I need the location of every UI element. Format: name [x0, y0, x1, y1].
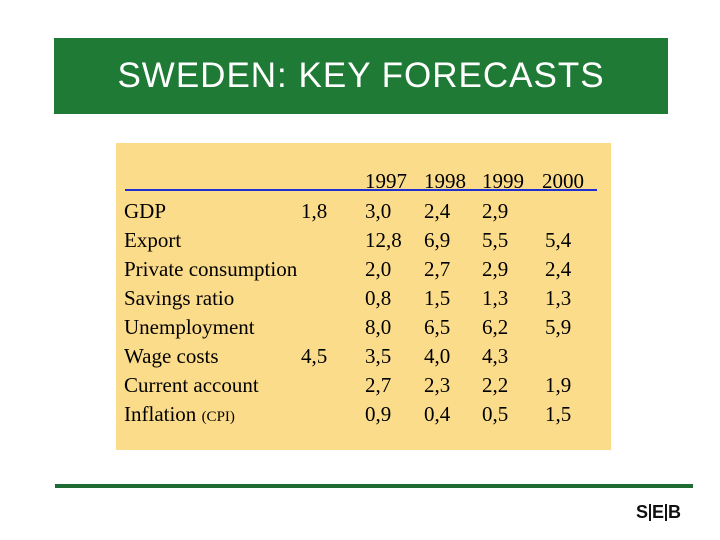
row-label-wage-costs: Wage costs	[124, 344, 219, 368]
logo-letter-b: B	[668, 501, 682, 522]
cell-unemployment-2000: 5,9	[545, 315, 572, 339]
cell-savings-ratio-1997: 0,8	[365, 286, 392, 310]
cell-inflation-1997: 0,9	[365, 402, 392, 426]
logo-divider	[649, 503, 652, 521]
row-label-inflation-qualifier: (CPI)	[201, 409, 235, 425]
cell-unemployment-1999: 6,2	[482, 315, 509, 339]
cell-savings-ratio-2000: 1,3	[545, 286, 572, 310]
forecast-table-panel	[116, 143, 611, 450]
cell-wage-costs-1997: 3,5	[365, 344, 392, 368]
row-label-export: Export	[124, 228, 182, 252]
row-label-unemployment: Unemployment	[124, 315, 255, 339]
page-title: SWEDEN: KEY FORECASTS	[117, 56, 605, 95]
row-extra-gdp: 1,8	[301, 199, 328, 223]
row-label-inflation: Inflation (CPI)	[124, 404, 235, 425]
cell-unemployment-1997: 8,0	[365, 315, 392, 339]
row-label-gdp: GDP	[124, 199, 167, 223]
cell-gdp-1999: 2,9	[482, 199, 509, 223]
year-header-2000: 2000	[542, 169, 584, 193]
cell-export-1997: 12,8	[365, 228, 402, 252]
header-rule	[125, 189, 597, 191]
year-header-1998: 1998	[424, 169, 466, 193]
cell-unemployment-1998: 6,5	[424, 315, 451, 339]
cell-current-account-1999: 2,2	[482, 373, 509, 397]
year-header-1999: 1999	[482, 169, 524, 193]
cell-wage-costs-1999: 4,3	[482, 344, 509, 368]
cell-wage-costs-1998: 4,0	[424, 344, 451, 368]
year-header-1997: 1997	[365, 169, 407, 193]
row-label-current-account: Current account	[124, 373, 259, 397]
row-extra-wage-costs: 4,5	[301, 344, 328, 368]
cell-savings-ratio-1999: 1,3	[482, 286, 509, 310]
cell-export-1999: 5,5	[482, 228, 509, 252]
cell-private-consumption-1998: 2,7	[424, 257, 451, 281]
row-label-inflation-text: Inflation	[124, 402, 197, 426]
cell-inflation-1999: 0,5	[482, 402, 509, 426]
cell-current-account-1998: 2,3	[424, 373, 451, 397]
cell-current-account-1997: 2,7	[365, 373, 392, 397]
cell-private-consumption-1999: 2,9	[482, 257, 509, 281]
logo-letter-s: S	[636, 501, 649, 522]
cell-export-1998: 6,9	[424, 228, 451, 252]
seb-logo: S E B	[636, 502, 681, 522]
cell-inflation-2000: 1,5	[545, 402, 572, 426]
cell-export-2000: 5,4	[545, 228, 572, 252]
cell-inflation-1998: 0,4	[424, 402, 451, 426]
logo-divider	[665, 503, 668, 521]
cell-savings-ratio-1998: 1,5	[424, 286, 451, 310]
cell-private-consumption-1997: 2,0	[365, 257, 392, 281]
row-label-savings-ratio: Savings ratio	[124, 286, 235, 310]
logo-letter-e: E	[652, 501, 665, 522]
cell-current-account-2000: 1,9	[545, 373, 572, 397]
row-label-private-consumption: Private consumption	[124, 257, 298, 281]
title-bar: SWEDEN: KEY FORECASTS	[54, 38, 668, 114]
footer-rule	[55, 484, 693, 488]
cell-private-consumption-2000: 2,4	[545, 257, 572, 281]
cell-gdp-1997: 3,0	[365, 199, 392, 223]
cell-gdp-1998: 2,4	[424, 199, 451, 223]
